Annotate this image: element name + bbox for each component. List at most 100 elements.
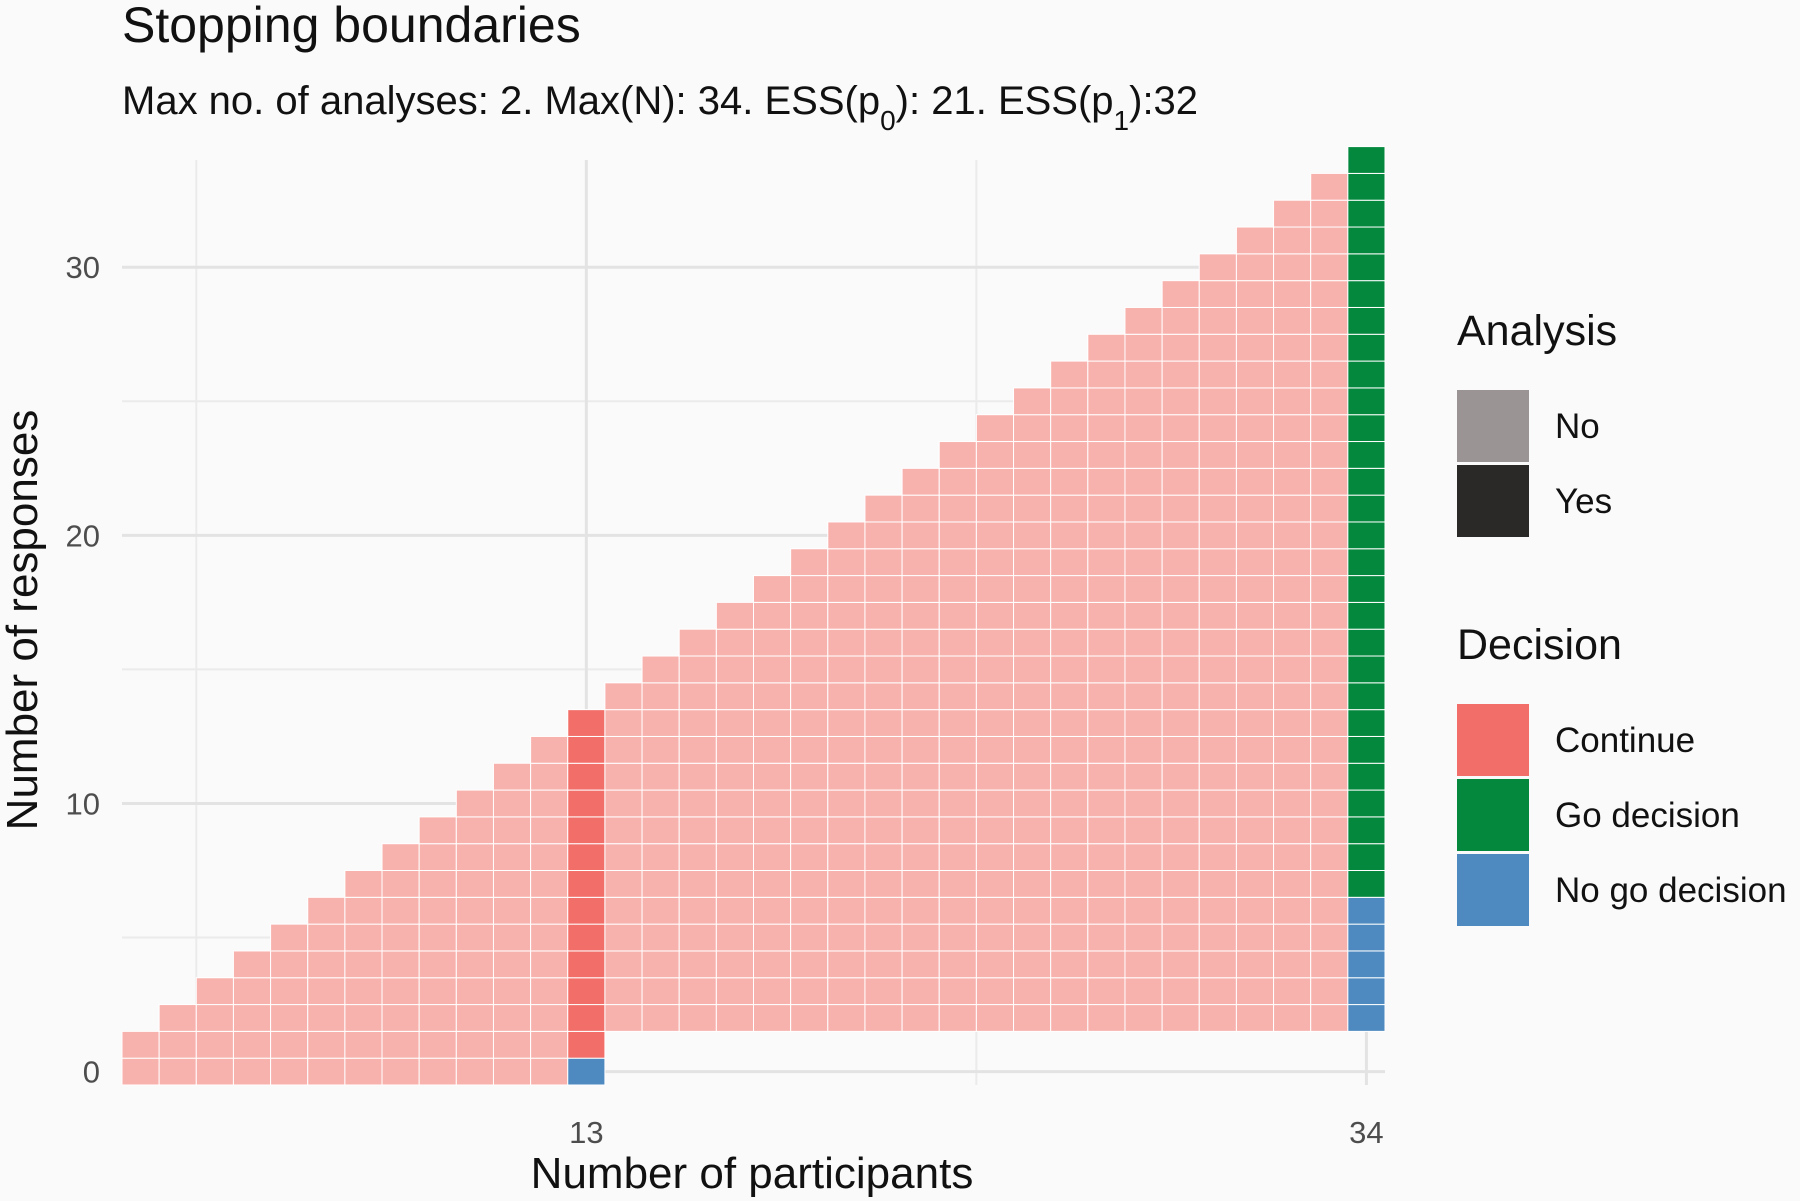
tile-continue (1273, 360, 1312, 389)
tile-continue (1273, 628, 1312, 657)
tile-continue (1235, 494, 1275, 523)
tile-continue (604, 762, 643, 791)
tile-continue (975, 494, 1015, 523)
tile-continue (1310, 441, 1349, 469)
tile-continue (1087, 360, 1126, 389)
tile-continue (1235, 735, 1275, 764)
tile-continue (753, 682, 792, 711)
tile-continue (1310, 226, 1349, 255)
tile-continue (1013, 414, 1052, 443)
tile-continue (938, 870, 977, 898)
tile-continue (232, 977, 272, 1006)
tile-continue (938, 467, 977, 496)
tile-continue (1050, 870, 1089, 898)
tile-layer (121, 146, 1386, 1086)
tile-continue (418, 1057, 457, 1086)
tile-continue (901, 977, 940, 1006)
tile-continue (1050, 575, 1089, 603)
tile-continue (1310, 762, 1349, 791)
tile-continue-analysis (567, 950, 606, 979)
tile-continue (827, 977, 866, 1006)
chart-subtitle: Max no. of analyses: 2. Max(N): 34. ESS(… (122, 79, 1198, 136)
tile-continue (381, 923, 420, 952)
tile-continue (492, 896, 532, 925)
tile-continue (344, 1057, 383, 1086)
tile-continue (1310, 467, 1349, 496)
tile-continue (715, 843, 755, 872)
tile-continue (790, 923, 829, 952)
tile-continue (1124, 387, 1163, 416)
tile-continue (1273, 521, 1312, 550)
tile-continue (455, 843, 494, 872)
tile-continue (1087, 1004, 1126, 1032)
tile-continue (530, 735, 569, 764)
tile-go (1347, 655, 1386, 684)
tile-continue-analysis (567, 843, 606, 872)
tile-continue (530, 977, 569, 1006)
tile-continue (530, 950, 569, 979)
tile-continue (901, 843, 940, 872)
tile-go (1347, 360, 1386, 389)
tile-continue (901, 789, 940, 818)
tile-continue (827, 575, 866, 603)
tile-continue (1013, 843, 1052, 872)
tile-continue (381, 1004, 420, 1032)
tile-continue (1198, 280, 1237, 308)
tile-continue (1013, 870, 1052, 898)
tile-go (1347, 548, 1386, 577)
tile-continue (1198, 494, 1237, 523)
tile-continue (1161, 414, 1200, 443)
tile-continue (864, 735, 903, 764)
tile-continue (827, 601, 866, 630)
tile-continue (1013, 575, 1052, 603)
tile-go (1347, 735, 1386, 764)
tile-continue (1235, 950, 1275, 979)
tile-continue (121, 1030, 160, 1059)
tile-continue (864, 494, 903, 523)
tile-continue (975, 521, 1015, 550)
tile-continue (1310, 923, 1349, 952)
tile-continue (1310, 172, 1349, 201)
tile-continue (1235, 923, 1275, 952)
tile-continue (604, 1004, 643, 1032)
tile-continue (1235, 548, 1275, 577)
tile-continue (1124, 575, 1163, 603)
tile-continue-analysis (567, 709, 606, 737)
tile-continue (1087, 655, 1126, 684)
tile-continue (344, 896, 383, 925)
tile-continue (604, 923, 643, 952)
tile-continue (1273, 387, 1312, 416)
tile-continue (864, 762, 903, 791)
tile-continue (1124, 414, 1163, 443)
tile-go (1347, 226, 1386, 255)
tile-continue (1087, 950, 1126, 979)
tile-continue (641, 923, 680, 952)
tile-continue (1310, 816, 1349, 845)
tile-continue (1050, 977, 1089, 1006)
tile-go (1347, 146, 1386, 174)
tile-continue (790, 601, 829, 630)
tile-continue (1050, 628, 1089, 657)
tile-go (1347, 628, 1386, 657)
tile-continue (938, 1004, 977, 1032)
tile-continue (1087, 548, 1126, 577)
legend-key (1457, 465, 1529, 537)
tile-continue (1310, 950, 1349, 979)
tile-continue (1087, 682, 1126, 711)
tile-continue (1087, 441, 1126, 469)
tile-continue (1273, 735, 1312, 764)
tile-continue (307, 923, 346, 952)
tile-continue-analysis (567, 1030, 606, 1059)
tile-continue (1310, 655, 1349, 684)
tile-continue (1198, 575, 1237, 603)
tile-continue (1198, 950, 1237, 979)
tile-no-go (1347, 950, 1386, 979)
tile-continue (641, 655, 680, 684)
tile-continue (1273, 280, 1312, 308)
tile-continue (1310, 1004, 1349, 1032)
tile-continue (753, 601, 792, 630)
tile-continue (1050, 735, 1089, 764)
tile-continue (1124, 816, 1163, 845)
tile-continue (195, 1057, 234, 1086)
tile-continue (418, 1030, 457, 1059)
